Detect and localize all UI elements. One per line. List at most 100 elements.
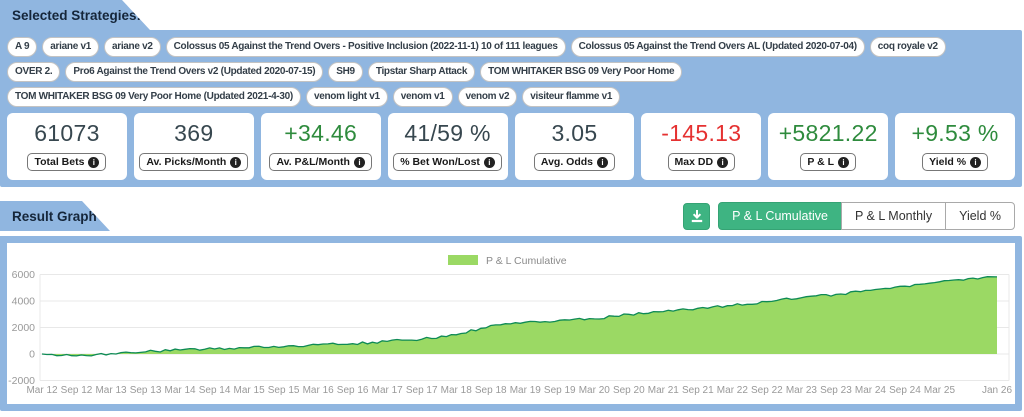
chart-legend[interactable]: P & L Cumulative bbox=[448, 255, 567, 267]
stat-label-text: Av. Picks/Month bbox=[146, 156, 227, 168]
info-icon[interactable]: i bbox=[353, 156, 365, 168]
stat-card: 61073 Total Bets i bbox=[7, 113, 127, 180]
x-axis-tick-label: Mar 14 bbox=[165, 385, 197, 396]
x-axis-tick-label: Mar 23 bbox=[786, 385, 818, 396]
x-axis-tick-label: Sep 14 bbox=[199, 385, 231, 396]
stat-label[interactable]: Total Bets i bbox=[27, 153, 107, 171]
stat-label-text: Av. P&L/Month bbox=[276, 156, 350, 168]
x-axis-tick-label: Mar 18 bbox=[441, 385, 473, 396]
stat-value: +34.46 bbox=[284, 120, 358, 146]
stat-value: 41/59 % bbox=[404, 120, 491, 146]
selected-strategies-panel: A 9 ariane v1 ariane v2 Colossus 05 Against… bbox=[0, 30, 1022, 187]
strategy-tag[interactable]: Colossus 05 Against the Trend Overs AL (… bbox=[570, 37, 865, 57]
y-axis-tick-label: 0 bbox=[29, 349, 35, 361]
x-axis-tick-label: Sep 16 bbox=[337, 385, 369, 396]
x-axis-tick-label: Sep 22 bbox=[751, 385, 783, 396]
strategy-tag[interactable]: Tipstar Sharp Attack bbox=[367, 62, 476, 82]
stat-label-text: Total Bets bbox=[34, 156, 85, 168]
x-axis-tick-label: Sep 12 bbox=[61, 385, 93, 396]
chart-box: -2000 0 2000 4000 6000 Mar 12 Sep 12 Mar 13 Sep … bbox=[7, 243, 1015, 404]
download-button[interactable] bbox=[683, 202, 711, 230]
stat-value: +9.53 % bbox=[911, 120, 999, 146]
stat-label[interactable]: Av. P&L/Month i bbox=[269, 153, 372, 171]
strategy-tag[interactable]: Pro6 Against the Trend Overs v2 (Updated… bbox=[65, 62, 324, 82]
graph-view-switch: P & L Cumulative P & L Monthly Yield % bbox=[718, 202, 1015, 230]
strategy-tag[interactable]: TOM WHITAKER BSG 09 Very Poor Home bbox=[480, 62, 683, 82]
x-axis-tick-label: Mar 25 bbox=[924, 385, 956, 396]
stat-label[interactable]: Avg. Odds i bbox=[533, 153, 615, 171]
strategy-tag[interactable]: coq royale v2 bbox=[869, 37, 946, 57]
stats-row: 61073 Total Bets i 369 Av. Picks/Month i +34.4… bbox=[7, 113, 1015, 180]
strategy-tag-row: OVER 2. Pro6 Against the Trend Overs v2 (… bbox=[7, 62, 1015, 82]
y-axis-tick-label: 4000 bbox=[12, 296, 36, 308]
strategy-tag[interactable]: visiteur flamme v1 bbox=[522, 87, 621, 107]
x-axis-tick-label: Mar 22 bbox=[717, 385, 749, 396]
info-icon[interactable]: i bbox=[717, 156, 729, 168]
info-icon[interactable]: i bbox=[230, 156, 242, 168]
graph-view-p-l-cumulative[interactable]: P & L Cumulative bbox=[718, 202, 842, 230]
info-icon[interactable]: i bbox=[88, 156, 100, 168]
strategy-tag[interactable]: ariane v2 bbox=[103, 37, 161, 57]
x-axis-tick-label: Sep 24 bbox=[889, 385, 921, 396]
x-axis-tick-label: Mar 12 bbox=[26, 385, 58, 396]
strategy-tag[interactable]: OVER 2. bbox=[7, 62, 61, 82]
stat-label[interactable]: % Bet Won/Lost i bbox=[393, 153, 502, 171]
pl-cumulative-area bbox=[42, 276, 997, 356]
result-graph-panel: -2000 0 2000 4000 6000 Mar 12 Sep 12 Mar 13 Sep … bbox=[0, 236, 1022, 411]
x-axis-tick-label: Sep 19 bbox=[544, 385, 576, 396]
stat-label[interactable]: Av. Picks/Month i bbox=[139, 153, 249, 171]
stat-label-text: P & L bbox=[807, 156, 835, 168]
y-axis-tick-label: -2000 bbox=[8, 375, 35, 387]
graph-view-p-l-monthly[interactable]: P & L Monthly bbox=[840, 202, 947, 230]
result-graph-header: Result Graph P & L Cumulative P & L Month… bbox=[0, 201, 1024, 231]
stat-label-text: Yield % bbox=[929, 156, 967, 168]
pl-cumulative-line bbox=[41, 276, 998, 357]
stat-card: +9.53 % Yield % i bbox=[895, 113, 1015, 180]
stat-label-text: % Bet Won/Lost bbox=[400, 156, 480, 168]
strategy-tag[interactable]: venom v1 bbox=[392, 87, 453, 107]
stat-value: 3.05 bbox=[551, 120, 598, 146]
legend-swatch bbox=[448, 255, 478, 265]
info-icon[interactable]: i bbox=[483, 156, 495, 168]
strategy-tag-list: A 9 ariane v1 ariane v2 Colossus 05 Against… bbox=[7, 37, 1015, 107]
x-axis-tick-label: Sep 18 bbox=[475, 385, 507, 396]
stat-card: 41/59 % % Bet Won/Lost i bbox=[387, 113, 508, 180]
strategy-tag[interactable]: TOM WHITAKER BSG 09 Very Poor Home (Upda… bbox=[7, 87, 301, 107]
strategy-tag[interactable]: venom v2 bbox=[457, 87, 518, 107]
strategy-tag-row: TOM WHITAKER BSG 09 Very Poor Home (Upda… bbox=[7, 87, 1015, 107]
stat-label-text: Max DD bbox=[674, 156, 714, 168]
x-axis-tick-label: Mar 15 bbox=[234, 385, 266, 396]
stat-label[interactable]: Max DD i bbox=[667, 153, 736, 171]
x-axis-tick-label: Sep 21 bbox=[682, 385, 714, 396]
result-graph-tab: Result Graph bbox=[0, 201, 110, 231]
selected-strategies-title: Selected Strategies: bbox=[12, 7, 142, 23]
strategy-tag[interactable]: A 9 bbox=[7, 37, 38, 57]
x-axis-tick-label: Sep 23 bbox=[820, 385, 852, 396]
graph-view-yield[interactable]: Yield % bbox=[945, 202, 1015, 230]
download-icon bbox=[691, 210, 702, 223]
stat-label[interactable]: Yield % i bbox=[922, 153, 989, 171]
info-icon[interactable]: i bbox=[970, 156, 982, 168]
strategy-tag[interactable]: SH9 bbox=[328, 62, 363, 82]
selected-strategies-tab: Selected Strategies: bbox=[0, 0, 150, 30]
info-icon[interactable]: i bbox=[838, 156, 850, 168]
stat-card: 3.05 Avg. Odds i bbox=[514, 113, 635, 180]
x-axis-tick-label: Sep 20 bbox=[613, 385, 645, 396]
strategy-tag[interactable]: Colossus 05 Against the Trend Overs - Po… bbox=[165, 37, 566, 57]
stat-card: +34.46 Av. P&L/Month i bbox=[260, 113, 381, 180]
stat-value: 369 bbox=[174, 120, 214, 146]
stat-card: 369 Av. Picks/Month i bbox=[133, 113, 254, 180]
info-icon[interactable]: i bbox=[597, 156, 608, 168]
x-axis-tick-label: Mar 24 bbox=[855, 385, 887, 396]
stat-value: 61073 bbox=[34, 120, 100, 146]
strategy-tag[interactable]: venom light v1 bbox=[305, 87, 388, 107]
strategy-tag[interactable]: ariane v1 bbox=[42, 37, 99, 57]
x-axis-tick-label: Sep 15 bbox=[268, 385, 300, 396]
x-axis-tick-label: Mar 19 bbox=[510, 385, 542, 396]
strategy-tag-row: A 9 ariane v1 ariane v2 Colossus 05 Against… bbox=[7, 37, 1015, 57]
x-axis-tick-label: Mar 16 bbox=[303, 385, 335, 396]
selected-strategies-section: Selected Strategies: A 9 ariane v1 ariane … bbox=[0, 0, 1024, 187]
